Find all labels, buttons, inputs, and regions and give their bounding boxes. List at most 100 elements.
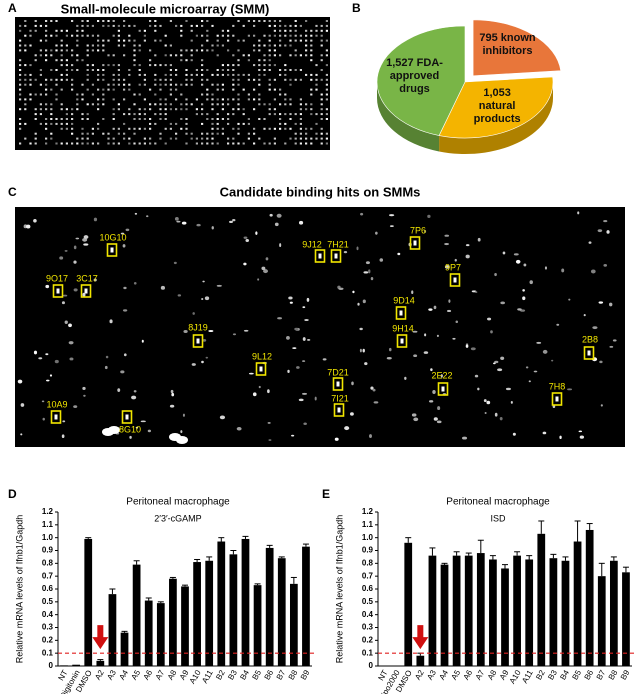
bar — [108, 594, 117, 666]
array-spot — [71, 64, 74, 67]
screen-spot — [177, 294, 182, 297]
screen-spot — [578, 430, 583, 433]
screen-spot — [322, 358, 327, 361]
array-spot — [206, 93, 209, 96]
array-spot — [169, 103, 172, 106]
array-spot — [284, 98, 287, 101]
array-spot — [258, 137, 261, 140]
array-spot — [123, 122, 126, 125]
chart-title: Peritoneal macrophage — [126, 497, 230, 508]
array-spot — [24, 64, 27, 67]
x-tick-label: A11 — [520, 668, 535, 685]
array-spot — [81, 132, 84, 135]
array-spot — [128, 83, 131, 86]
array-spot — [201, 103, 204, 106]
array-spot — [268, 44, 271, 47]
array-spot — [180, 49, 183, 52]
screen-spot — [180, 430, 183, 434]
hit-spot — [84, 288, 88, 294]
array-spot — [175, 88, 178, 91]
pie-side — [439, 82, 553, 155]
screen-spot — [176, 220, 181, 223]
screen-spot — [146, 215, 149, 218]
array-spot — [102, 39, 105, 42]
pie-category: natural products — [473, 100, 521, 126]
screen-spot — [598, 301, 604, 304]
array-spot — [320, 29, 323, 32]
array-spot — [289, 29, 292, 32]
array-spot — [164, 34, 167, 37]
array-spot — [128, 73, 131, 76]
array-spot — [50, 132, 53, 135]
array-spot — [315, 34, 318, 37]
array-spot — [123, 83, 126, 86]
y-tick-label: 0.2 — [362, 635, 374, 644]
screen-spot — [42, 417, 45, 421]
array-spot — [102, 69, 105, 71]
array-spot — [34, 59, 37, 62]
array-spot — [279, 34, 282, 37]
screen-spot — [437, 406, 441, 411]
array-spot — [29, 44, 32, 47]
array-spot — [247, 78, 250, 81]
array-spot — [299, 142, 302, 145]
array-spot — [107, 24, 110, 27]
y-tick-label: 0.8 — [42, 558, 54, 567]
array-spot — [253, 64, 256, 67]
y-tick-label: 0.9 — [362, 546, 374, 555]
array-spot — [133, 93, 136, 96]
y-tick-label: 0.4 — [362, 610, 374, 619]
array-spot — [55, 83, 58, 86]
x-tick-label: A6 — [462, 668, 475, 681]
array-spot — [159, 113, 162, 116]
array-spot — [65, 73, 68, 76]
array-spot — [253, 98, 256, 101]
hit-label: 10G10 — [99, 232, 126, 242]
hit-spot — [336, 381, 340, 387]
array-spot — [284, 29, 287, 32]
array-spot — [268, 34, 271, 37]
array-spot — [175, 132, 178, 135]
screen-spot — [288, 296, 293, 300]
array-spot — [102, 98, 105, 101]
array-spot — [45, 127, 48, 130]
array-spot — [71, 34, 74, 37]
array-spot — [50, 88, 53, 91]
array-spot — [268, 49, 271, 52]
array-spot — [258, 64, 261, 67]
array-spot — [253, 20, 256, 22]
screen-spot — [302, 360, 306, 362]
screen-spot — [515, 259, 521, 264]
x-tick-label: A10 — [508, 668, 523, 685]
array-spot — [107, 83, 110, 86]
array-spot — [216, 122, 219, 125]
hit-spot — [259, 366, 263, 372]
array-spot — [263, 142, 266, 145]
array-spot — [133, 118, 136, 120]
x-tick-label: B8 — [607, 668, 620, 681]
array-spot — [310, 29, 313, 32]
array-spot — [91, 34, 94, 37]
panel-label: D — [8, 487, 17, 501]
array-spot — [45, 49, 48, 52]
array-spot — [91, 142, 94, 145]
array-spot — [247, 98, 250, 101]
array-spot — [227, 29, 230, 32]
x-tick-label: A9 — [178, 668, 191, 681]
array-spot — [164, 78, 167, 81]
hit-box — [396, 334, 408, 348]
screen-spot — [243, 262, 247, 266]
array-spot — [154, 20, 157, 22]
array-spot — [206, 113, 209, 116]
array-spot — [227, 103, 230, 106]
bar — [60, 665, 68, 666]
array-spot — [294, 122, 297, 125]
y-tick-label: 0.1 — [362, 648, 374, 657]
array-spot — [97, 78, 100, 81]
bar — [96, 660, 105, 666]
array-spot — [263, 118, 266, 120]
screen-spot — [183, 330, 188, 334]
x-tick-label: A11 — [200, 668, 215, 685]
array-spot — [117, 103, 120, 106]
screen-spot — [160, 285, 166, 290]
